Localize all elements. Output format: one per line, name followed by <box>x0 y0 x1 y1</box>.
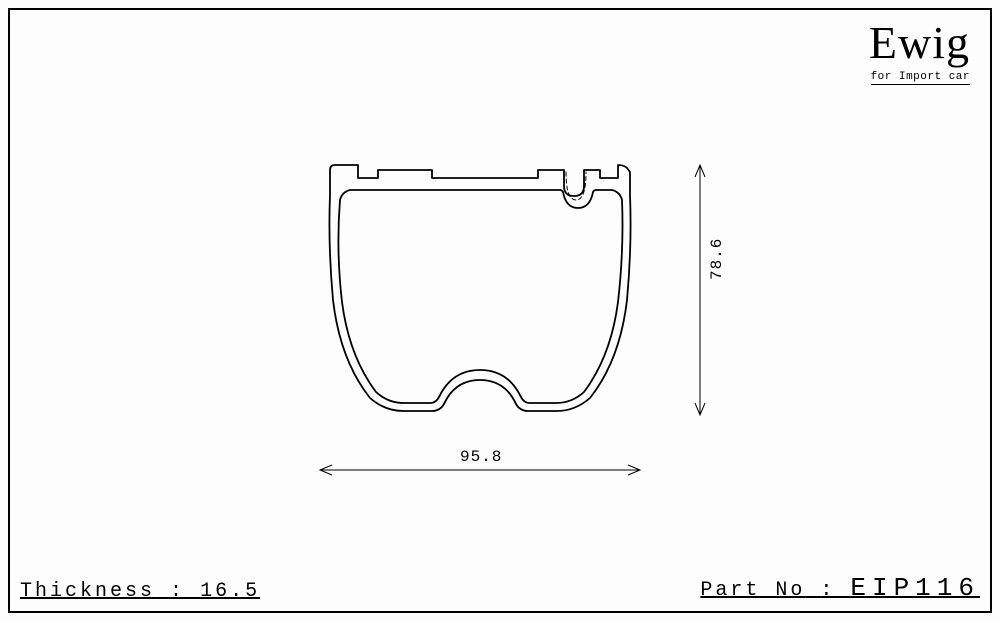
width-dimension <box>320 465 640 475</box>
part-key: Part No <box>700 579 805 602</box>
part-number-label: Part No : EIP116 <box>700 573 980 603</box>
width-value: 95.8 <box>460 448 502 466</box>
part-value: EIP116 <box>850 573 980 603</box>
inner-outline <box>338 190 622 403</box>
height-dimension <box>695 165 705 415</box>
thickness-value: 16.5 <box>200 580 260 603</box>
height-value: 78.6 <box>708 238 726 280</box>
part-drawing <box>0 0 1000 621</box>
outer-outline <box>329 165 630 411</box>
thickness-label: Thickness : 16.5 <box>20 580 260 603</box>
thickness-key: Thickness <box>20 580 155 603</box>
